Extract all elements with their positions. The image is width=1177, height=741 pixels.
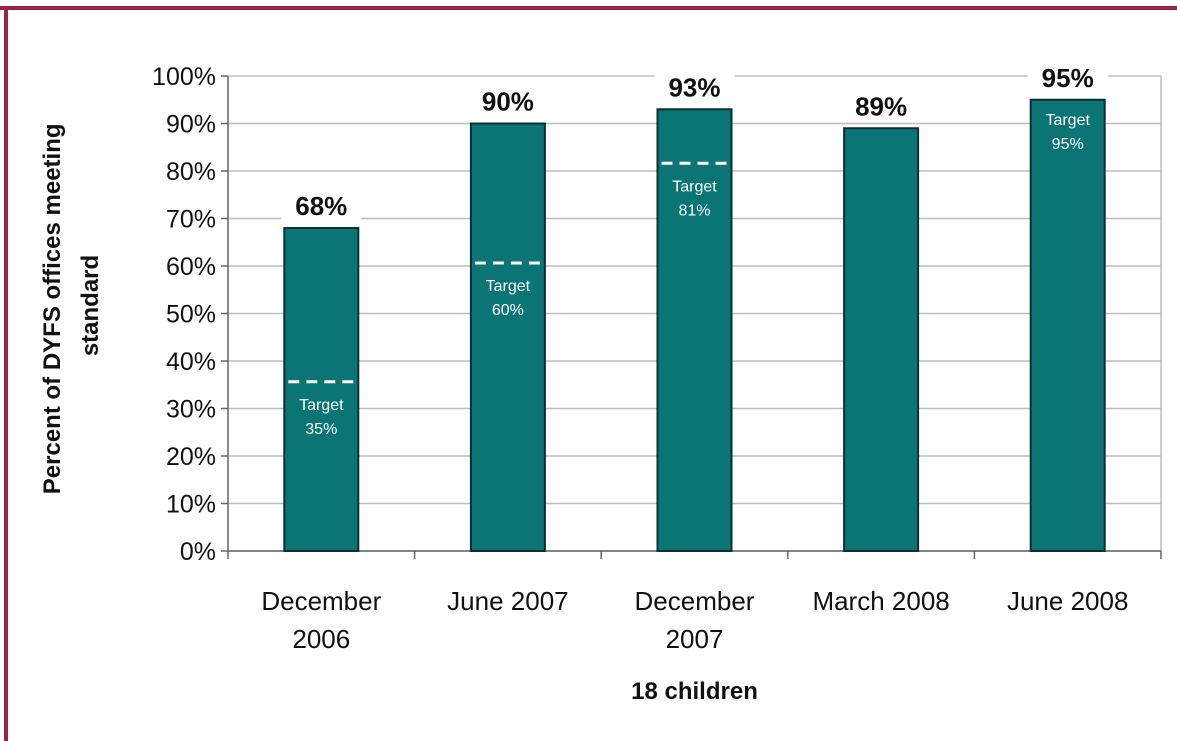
y-tick-label: 60% (166, 253, 216, 281)
y-tick-label: 100% (152, 63, 216, 91)
data-label: 93% (668, 72, 720, 102)
y-tick-labels: 0% 10% 20% 30% 40% 50% 60% 70% 80% 90% 100% (152, 63, 216, 566)
target-label: Target (486, 278, 531, 295)
y-tick-label: 20% (166, 443, 216, 471)
data-label-background (841, 91, 922, 122)
target-label: Target (672, 178, 717, 195)
y-tick-label: 30% (166, 396, 216, 424)
frame-border-left (4, 6, 8, 741)
data-label-background (1027, 62, 1108, 93)
y-tick-label: 80% (166, 158, 216, 186)
data-label-background (467, 86, 548, 117)
y-tick-label: 70% (166, 206, 216, 234)
data-label: 89% (855, 91, 907, 121)
x-tick-label: March 2008 (812, 586, 949, 616)
bars (283, 98, 1106, 552)
target-value: 95% (1052, 136, 1084, 153)
data-label: 95% (1042, 63, 1094, 93)
y-axis-title: Percent of DYFS offices meeting standard (39, 117, 104, 494)
data-label-background (654, 72, 735, 103)
x-tick-labels: December 2006 June 2007 December 2007 March 2… (261, 586, 1128, 654)
bar (469, 122, 546, 552)
y-axis-title-line-2: standard (77, 255, 104, 356)
target-label: Target (1045, 112, 1090, 129)
x-tick-label: December (261, 586, 381, 616)
y-tick-label: 50% (166, 301, 216, 329)
x-axis-title: 18 children (631, 678, 758, 705)
target-value: 60% (492, 302, 524, 319)
y-axis-title-line-1: Percent of DYFS offices meeting (39, 123, 66, 494)
bar (1029, 98, 1106, 552)
x-tick-label: June 2008 (1007, 586, 1128, 616)
target-markers: Target 35% Target 60% Target 81% Target 95% (288, 95, 1107, 438)
x-tick-label: June 2007 (447, 586, 568, 616)
frame-border-top (0, 6, 1177, 10)
bar (843, 127, 920, 552)
y-tick-label: 10% (166, 491, 216, 519)
target-value: 81% (678, 202, 710, 219)
data-label-background (281, 191, 362, 221)
data-labels: 68% 90% 93% 89% 95% (281, 62, 1108, 221)
y-tick-label: 0% (180, 538, 216, 566)
bar (656, 108, 733, 552)
target-label: Target (299, 397, 344, 414)
x-tick-label: 2007 (666, 624, 724, 654)
x-tick-label: 2006 (292, 624, 350, 654)
x-tick-label: December (635, 586, 755, 616)
y-tick-label: 40% (166, 348, 216, 376)
data-label: 90% (482, 87, 534, 117)
bar (283, 227, 360, 552)
y-tick-label: 90% (166, 111, 216, 139)
data-label: 68% (295, 191, 347, 221)
target-value: 35% (305, 421, 337, 438)
